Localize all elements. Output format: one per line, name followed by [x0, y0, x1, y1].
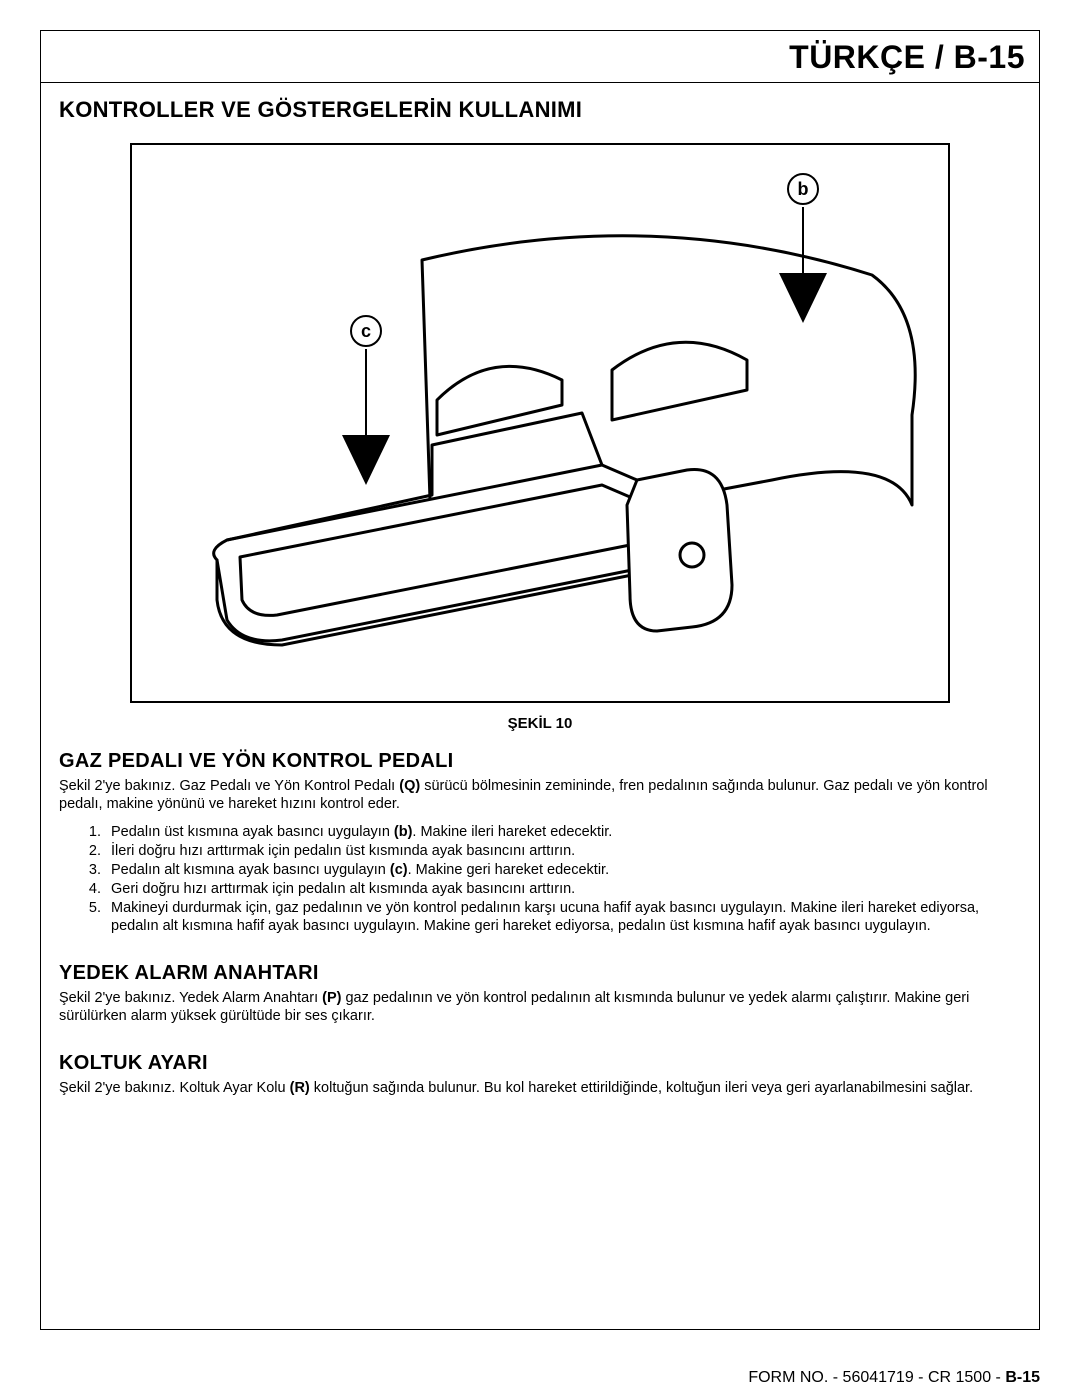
section2-para: Şekil 2'ye bakınız. Yedek Alarm Anahtarı… — [59, 989, 1021, 1025]
li-text: . Makine ileri hareket edecektir. — [412, 824, 612, 840]
footer-page: B-15 — [1005, 1369, 1040, 1386]
li-text: İleri doğru hızı arttırmak için pedalın … — [111, 843, 575, 859]
section1-title: GAZ PEDALI VE YÖN KONTROL PEDALI — [59, 750, 1021, 773]
arrow-b-head — [779, 273, 827, 323]
li-bold: (b) — [394, 824, 413, 840]
section1-intro: Şekil 2'ye bakınız. Gaz Pedalı ve Yön Ko… — [59, 777, 1021, 813]
list-item: Geri doğru hızı arttırmak için pedalın a… — [105, 880, 1021, 899]
section3-title: KOLTUK AYARI — [59, 1052, 1021, 1075]
page-border: TÜRKÇE / B-15 KONTROLLER VE GÖSTERGELERİ… — [40, 30, 1040, 1330]
callout-b: b — [787, 173, 819, 205]
p-text: koltuğun sağında bulunur. Bu kol hareket… — [310, 1080, 973, 1096]
figure-caption: ŞEKİL 10 — [59, 715, 1021, 732]
li-text: Geri doğru hızı arttırmak için pedalın a… — [111, 881, 575, 897]
arrow-c-line — [365, 349, 367, 439]
section1-intro-q: (Q) — [399, 778, 420, 794]
list-item: İleri doğru hızı arttırmak için pedalın … — [105, 842, 1021, 861]
li-text: Pedalın üst kısmına ayak basıncı uygulay… — [111, 824, 394, 840]
section3-para: Şekil 2'ye bakınız. Koltuk Ayar Kolu (R)… — [59, 1079, 1021, 1097]
li-text: . Makine geri hareket edecektir. — [408, 862, 610, 878]
p-bold: (R) — [290, 1080, 310, 1096]
pedal-diagram — [132, 145, 952, 705]
section1-intro-1: Şekil 2'ye bakınız. Gaz Pedalı ve Yön Ko… — [59, 778, 399, 794]
page-header: TÜRKÇE / B-15 — [41, 31, 1039, 83]
p-text: Şekil 2'ye bakınız. Yedek Alarm Anahtarı — [59, 990, 322, 1006]
section1-list: Pedalın üst kısmına ayak basıncı uygulay… — [59, 823, 1021, 936]
arrow-b-line — [802, 207, 804, 277]
figure-box: b c — [130, 143, 950, 703]
li-text: Makineyi durdurmak için, gaz pedalının v… — [111, 900, 979, 935]
p-text: Şekil 2'ye bakınız. Koltuk Ayar Kolu — [59, 1080, 290, 1096]
footer-text: FORM NO. - 56041719 - CR 1500 - — [748, 1369, 1005, 1386]
list-item: Pedalın alt kısmına ayak basıncı uygulay… — [105, 861, 1021, 880]
page-content: KONTROLLER VE GÖSTERGELERİN KULLANIMI — [41, 83, 1039, 1125]
list-item: Pedalın üst kısmına ayak basıncı uygulay… — [105, 823, 1021, 842]
section2-title: YEDEK ALARM ANAHTARI — [59, 962, 1021, 985]
main-title: KONTROLLER VE GÖSTERGELERİN KULLANIMI — [59, 97, 1021, 123]
li-bold: (c) — [390, 862, 408, 878]
list-item: Makineyi durdurmak için, gaz pedalının v… — [105, 899, 1021, 937]
p-bold: (P) — [322, 990, 341, 1006]
page-footer: FORM NO. - 56041719 - CR 1500 - B-15 — [748, 1369, 1040, 1387]
li-text: Pedalın alt kısmına ayak basıncı uygulay… — [111, 862, 390, 878]
arrow-c-head — [342, 435, 390, 485]
callout-c: c — [350, 315, 382, 347]
